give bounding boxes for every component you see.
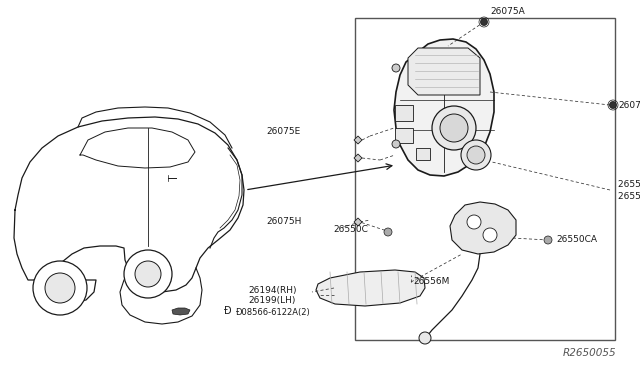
Polygon shape [408, 48, 480, 95]
Polygon shape [354, 136, 362, 144]
Polygon shape [354, 154, 362, 162]
Bar [395, 128, 413, 143]
Circle shape [483, 228, 497, 242]
Circle shape [384, 228, 392, 236]
Bar [355, 18, 615, 340]
Text: 26556M: 26556M [413, 278, 449, 286]
Circle shape [419, 332, 431, 344]
Text: 26075A: 26075A [490, 7, 525, 16]
Text: 26194(RH): 26194(RH) [248, 285, 296, 295]
Circle shape [124, 250, 172, 298]
Text: 26075E: 26075E [266, 128, 300, 137]
Bar [416, 148, 430, 160]
Circle shape [432, 106, 476, 150]
Text: Ð08566-6122A(2): Ð08566-6122A(2) [236, 308, 311, 317]
Text: 26075A: 26075A [618, 100, 640, 109]
Circle shape [45, 273, 75, 303]
Circle shape [392, 64, 400, 72]
Circle shape [609, 102, 616, 109]
Text: 26550 (RH): 26550 (RH) [618, 180, 640, 189]
Text: Ð: Ð [225, 306, 232, 316]
Polygon shape [450, 202, 516, 254]
Circle shape [440, 114, 468, 142]
Polygon shape [316, 270, 425, 306]
Bar [395, 105, 413, 121]
Text: 26550C: 26550C [333, 225, 368, 234]
Text: R2650055: R2650055 [563, 348, 616, 358]
Circle shape [33, 261, 87, 315]
Circle shape [481, 19, 488, 26]
Polygon shape [354, 218, 362, 226]
Polygon shape [172, 308, 190, 315]
Text: 26550CA: 26550CA [556, 235, 597, 244]
Text: 26199(LH): 26199(LH) [248, 295, 296, 305]
Circle shape [467, 146, 485, 164]
Circle shape [544, 236, 552, 244]
Text: 26555 (LH): 26555 (LH) [618, 192, 640, 201]
Circle shape [135, 261, 161, 287]
Circle shape [461, 140, 491, 170]
Circle shape [392, 140, 400, 148]
Circle shape [467, 215, 481, 229]
Text: 26075H: 26075H [266, 218, 301, 227]
Polygon shape [394, 39, 494, 176]
